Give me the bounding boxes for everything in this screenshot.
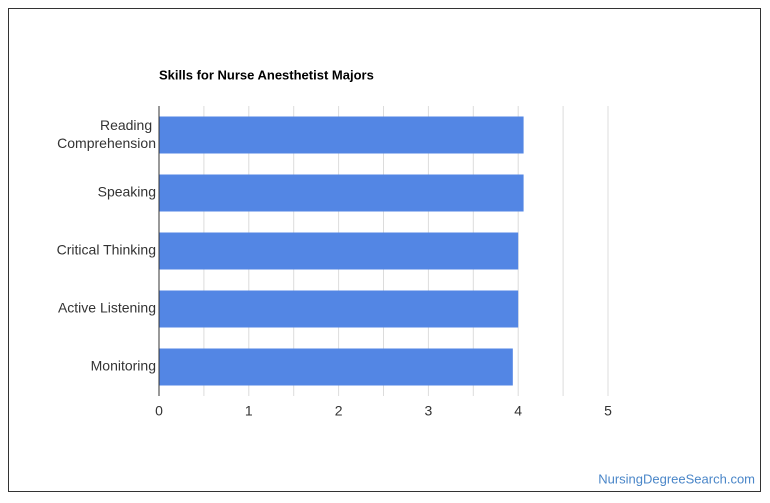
- source-link[interactable]: NursingDegreeSearch.com: [598, 471, 755, 486]
- y-tick-label: Reading Comprehension: [57, 117, 156, 151]
- y-tick-label: Monitoring: [91, 358, 156, 374]
- x-tick-label: 0: [155, 403, 163, 419]
- bar: [159, 348, 513, 386]
- bar: [159, 174, 524, 212]
- chart-title: Skills for Nurse Anesthetist Majors: [159, 67, 374, 82]
- x-tick-label: 2: [335, 403, 343, 419]
- x-tick-label: 3: [425, 403, 433, 419]
- y-tick-label: Active Listening: [58, 300, 156, 316]
- x-tick-label: 1: [245, 403, 253, 419]
- y-tick-label: Critical Thinking: [57, 242, 156, 258]
- bar: [159, 290, 519, 328]
- bar: [159, 232, 519, 270]
- bar: [159, 116, 524, 154]
- x-tick-label: 4: [514, 403, 522, 419]
- y-tick-label: Speaking: [98, 184, 156, 200]
- x-tick-label: 5: [604, 403, 612, 419]
